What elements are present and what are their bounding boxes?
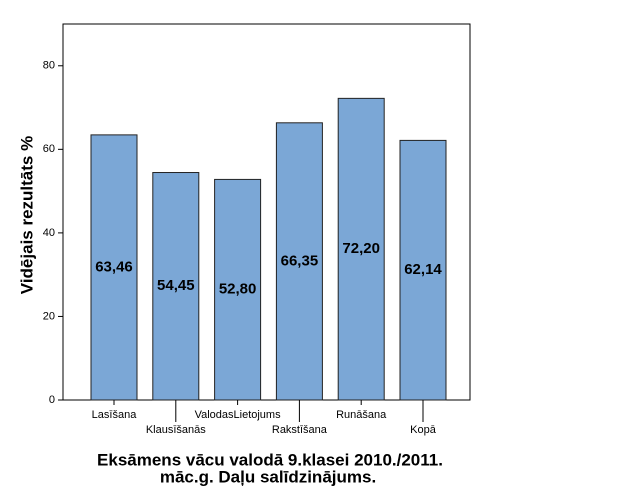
x-tick-label: Klausīšanās — [146, 424, 206, 436]
y-tick-label: 20 — [43, 310, 55, 322]
x-tick-label: Kopā — [410, 424, 437, 436]
y-axis-title: Vidējais rezultāts % — [17, 136, 36, 294]
bar — [152, 172, 200, 401]
value-label: 62,14 — [404, 261, 442, 278]
bar — [214, 178, 262, 401]
chart-title: māc.g. Daļu salīdzinājums. — [160, 467, 376, 486]
value-label: 52,80 — [219, 281, 257, 298]
y-tick-label: 40 — [43, 227, 55, 239]
x-tick-label: Rakstīšana — [272, 424, 328, 436]
bar — [90, 134, 138, 401]
bar — [275, 122, 323, 401]
x-tick-label: Runāšana — [336, 409, 387, 421]
x-tick-label: ValodasLietojums — [195, 409, 282, 421]
y-tick-label: 0 — [49, 394, 55, 406]
value-label: 63,46 — [95, 258, 133, 275]
y-tick-label: 60 — [43, 143, 55, 155]
y-tick-label: 80 — [43, 60, 55, 72]
plot-frame — [62, 23, 471, 401]
value-label: 72,20 — [342, 240, 380, 257]
chart-title: Eksāmens vācu valodā 9.klasei 2010./2011… — [97, 450, 443, 469]
x-tick-label: Lasīšana — [92, 409, 138, 421]
value-label: 54,45 — [157, 277, 195, 294]
bar — [399, 139, 447, 401]
value-label: 66,35 — [281, 252, 319, 269]
